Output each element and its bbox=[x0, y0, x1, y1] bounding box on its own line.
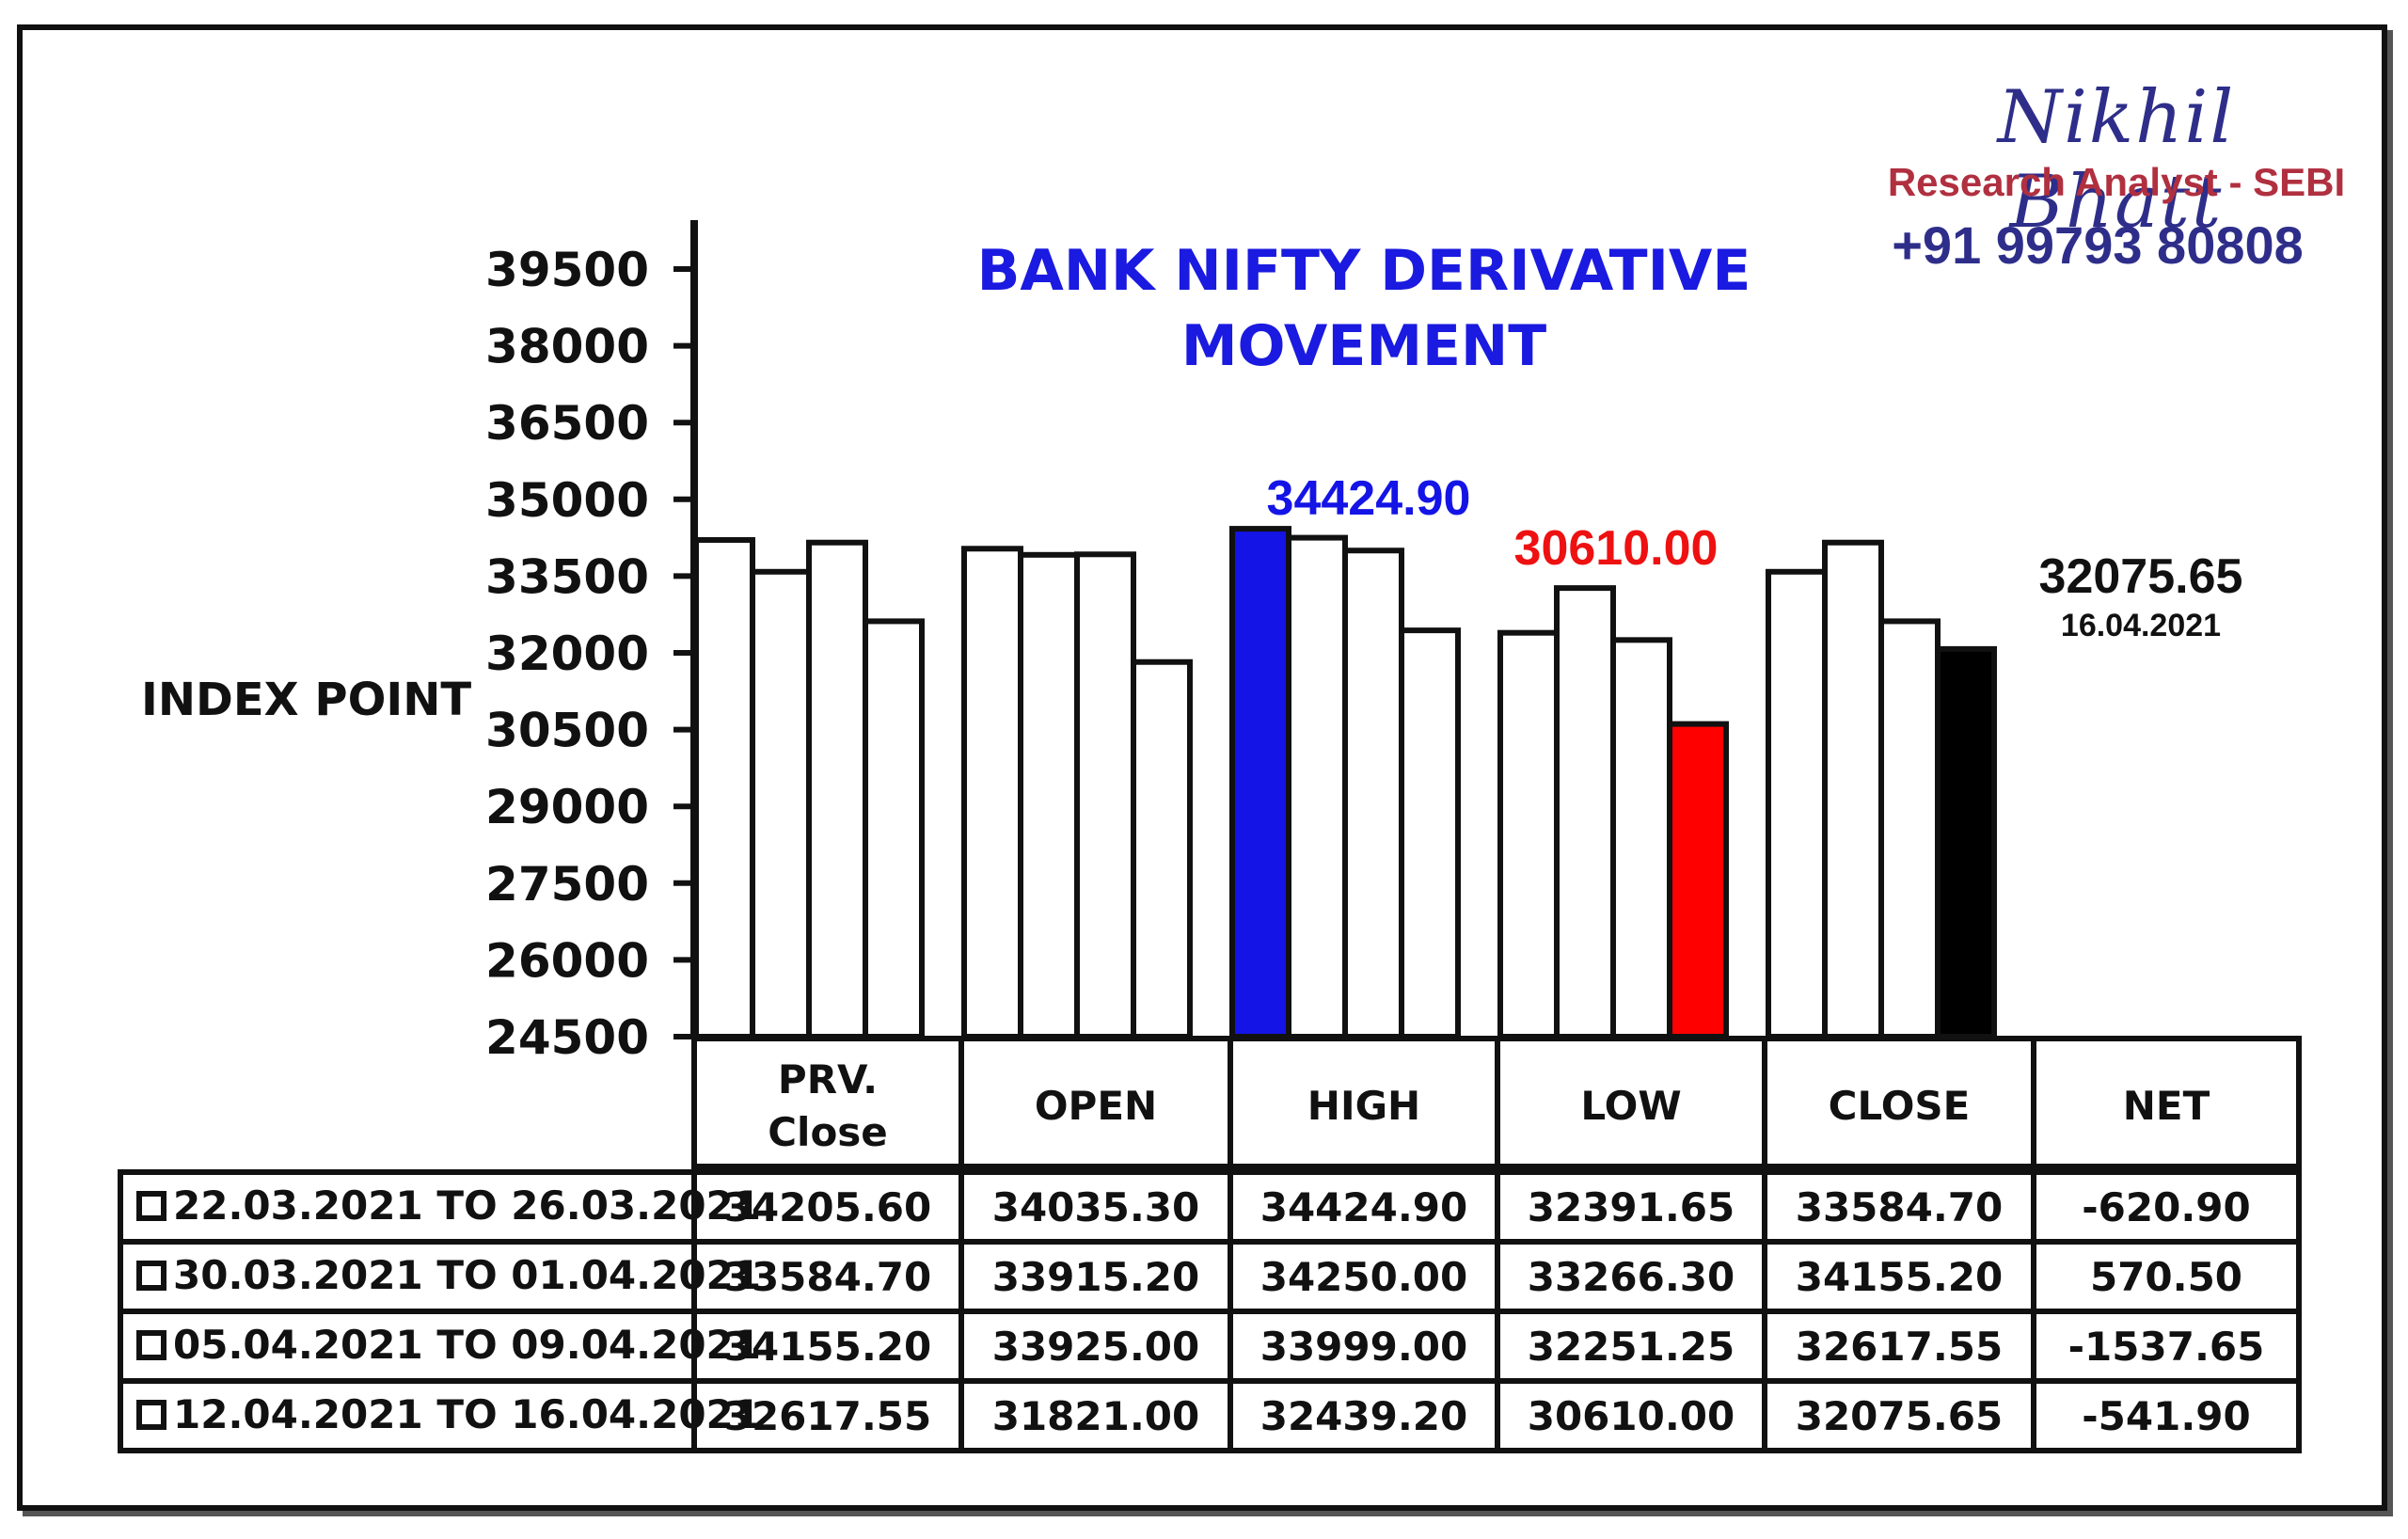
table-cell: 34155.20 bbox=[724, 1324, 932, 1370]
bar bbox=[863, 618, 925, 1039]
y-tick-label: 39500 bbox=[485, 243, 649, 297]
legend-marker bbox=[136, 1191, 166, 1221]
table-cell: -1537.65 bbox=[2068, 1324, 2265, 1370]
brand-name: Nikhil Bhatt bbox=[1997, 75, 2236, 245]
y-tick-label: 36500 bbox=[485, 396, 649, 451]
bar bbox=[1286, 534, 1348, 1039]
table-cell: 32617.55 bbox=[1796, 1324, 2004, 1370]
table-row-label: 30.03.2021 TO 01.04.2021 bbox=[173, 1252, 761, 1298]
table-cell: 32075.65 bbox=[1796, 1393, 2004, 1439]
bar bbox=[1766, 568, 1828, 1039]
y-tick-label: 38000 bbox=[485, 320, 649, 374]
bar bbox=[1131, 658, 1193, 1039]
table-cell: 32439.20 bbox=[1260, 1393, 1468, 1439]
bar bbox=[1497, 629, 1560, 1039]
bar bbox=[1667, 721, 1729, 1040]
table-header-0: PRV. bbox=[778, 1056, 878, 1103]
bar bbox=[1074, 551, 1136, 1039]
bar bbox=[1018, 551, 1080, 1039]
brand-role: Research Analyst - SEBI bbox=[1887, 160, 2346, 204]
y-tick-label: 35000 bbox=[485, 473, 649, 528]
table-cell: 34424.90 bbox=[1260, 1184, 1468, 1230]
table-row bbox=[118, 1378, 2302, 1453]
table-row-label: 22.03.2021 TO 26.03.2021 bbox=[173, 1182, 761, 1229]
y-tick-label: 30500 bbox=[485, 704, 649, 758]
bar bbox=[1399, 627, 1461, 1040]
bar bbox=[693, 537, 755, 1039]
table-cell: 33584.70 bbox=[724, 1254, 932, 1300]
bar bbox=[1822, 539, 1884, 1039]
table-cell: 32391.65 bbox=[1528, 1184, 1735, 1230]
chart-title-line-2: MOVEMENT bbox=[1180, 313, 1547, 379]
table-header-4: CLOSE bbox=[1829, 1083, 1971, 1129]
table-cell: 32251.25 bbox=[1528, 1324, 1735, 1370]
table-cell: 33584.70 bbox=[1796, 1184, 2004, 1230]
table-header-2: HIGH bbox=[1307, 1083, 1420, 1129]
table-cell: 31821.00 bbox=[992, 1393, 1200, 1439]
bar bbox=[1342, 547, 1404, 1039]
y-tick-label: 26000 bbox=[485, 933, 649, 988]
bar bbox=[1610, 637, 1672, 1039]
table-cell: 34205.60 bbox=[724, 1184, 932, 1230]
table-cell: -620.90 bbox=[2082, 1184, 2251, 1230]
table-cell: 33266.30 bbox=[1528, 1254, 1735, 1300]
table-row bbox=[118, 1309, 2302, 1384]
annotation-close-value: 32075.65 bbox=[2039, 549, 2243, 604]
y-tick-label: 33500 bbox=[485, 549, 649, 604]
y-tick-label: 32000 bbox=[485, 627, 649, 681]
table-row bbox=[118, 1169, 2302, 1245]
legend-marker bbox=[136, 1261, 166, 1291]
brand-phone: +91 99793 80808 bbox=[1892, 215, 2304, 275]
y-tick-label: 27500 bbox=[485, 857, 649, 912]
bar bbox=[1554, 585, 1616, 1039]
table-cell: 570.50 bbox=[2090, 1254, 2242, 1300]
bar bbox=[1878, 618, 1941, 1039]
bar bbox=[1935, 645, 1997, 1039]
table-row-label: 05.04.2021 TO 09.04.2021 bbox=[173, 1322, 761, 1368]
y-tick-label: 29000 bbox=[485, 780, 649, 834]
legend-marker bbox=[136, 1400, 166, 1430]
table-cell: 33915.20 bbox=[992, 1254, 1200, 1300]
annotation-close-date: 16.04.2021 bbox=[2061, 608, 2221, 643]
table-row-label: 12.04.2021 TO 16.04.2021 bbox=[173, 1391, 761, 1437]
bar bbox=[806, 539, 868, 1039]
table-header-1: OPEN bbox=[1035, 1083, 1157, 1129]
y-tick-label: 24500 bbox=[485, 1010, 649, 1065]
annotation-low-value: 30610.00 bbox=[1514, 521, 1719, 576]
table-cell: 34155.20 bbox=[1796, 1254, 2004, 1300]
table-header-5: NET bbox=[2123, 1083, 2210, 1129]
legend-marker bbox=[136, 1330, 166, 1360]
table-header-3: LOW bbox=[1580, 1083, 1681, 1129]
table-cell: 33925.00 bbox=[992, 1324, 1200, 1370]
bar bbox=[961, 546, 1023, 1039]
annotation-high-value: 34424.90 bbox=[1267, 471, 1471, 526]
y-axis-label: INDEX POINT bbox=[141, 674, 472, 726]
table-header-0: Close bbox=[768, 1109, 888, 1155]
table-cell: -541.90 bbox=[2082, 1393, 2251, 1439]
chart-title-line-1: BANK NIFTY DERIVATIVE bbox=[976, 238, 1751, 304]
table-cell: 34035.30 bbox=[992, 1184, 1200, 1230]
bar bbox=[750, 568, 812, 1039]
table-cell: 32617.55 bbox=[724, 1393, 932, 1439]
table-cell: 34250.00 bbox=[1260, 1254, 1468, 1300]
table-cell: 30610.00 bbox=[1528, 1393, 1735, 1439]
table-cell: 33999.00 bbox=[1260, 1324, 1468, 1370]
bar bbox=[1229, 526, 1291, 1039]
chart-title: BANK NIFTY DERIVATIVE MOVEMENT bbox=[941, 233, 1787, 384]
